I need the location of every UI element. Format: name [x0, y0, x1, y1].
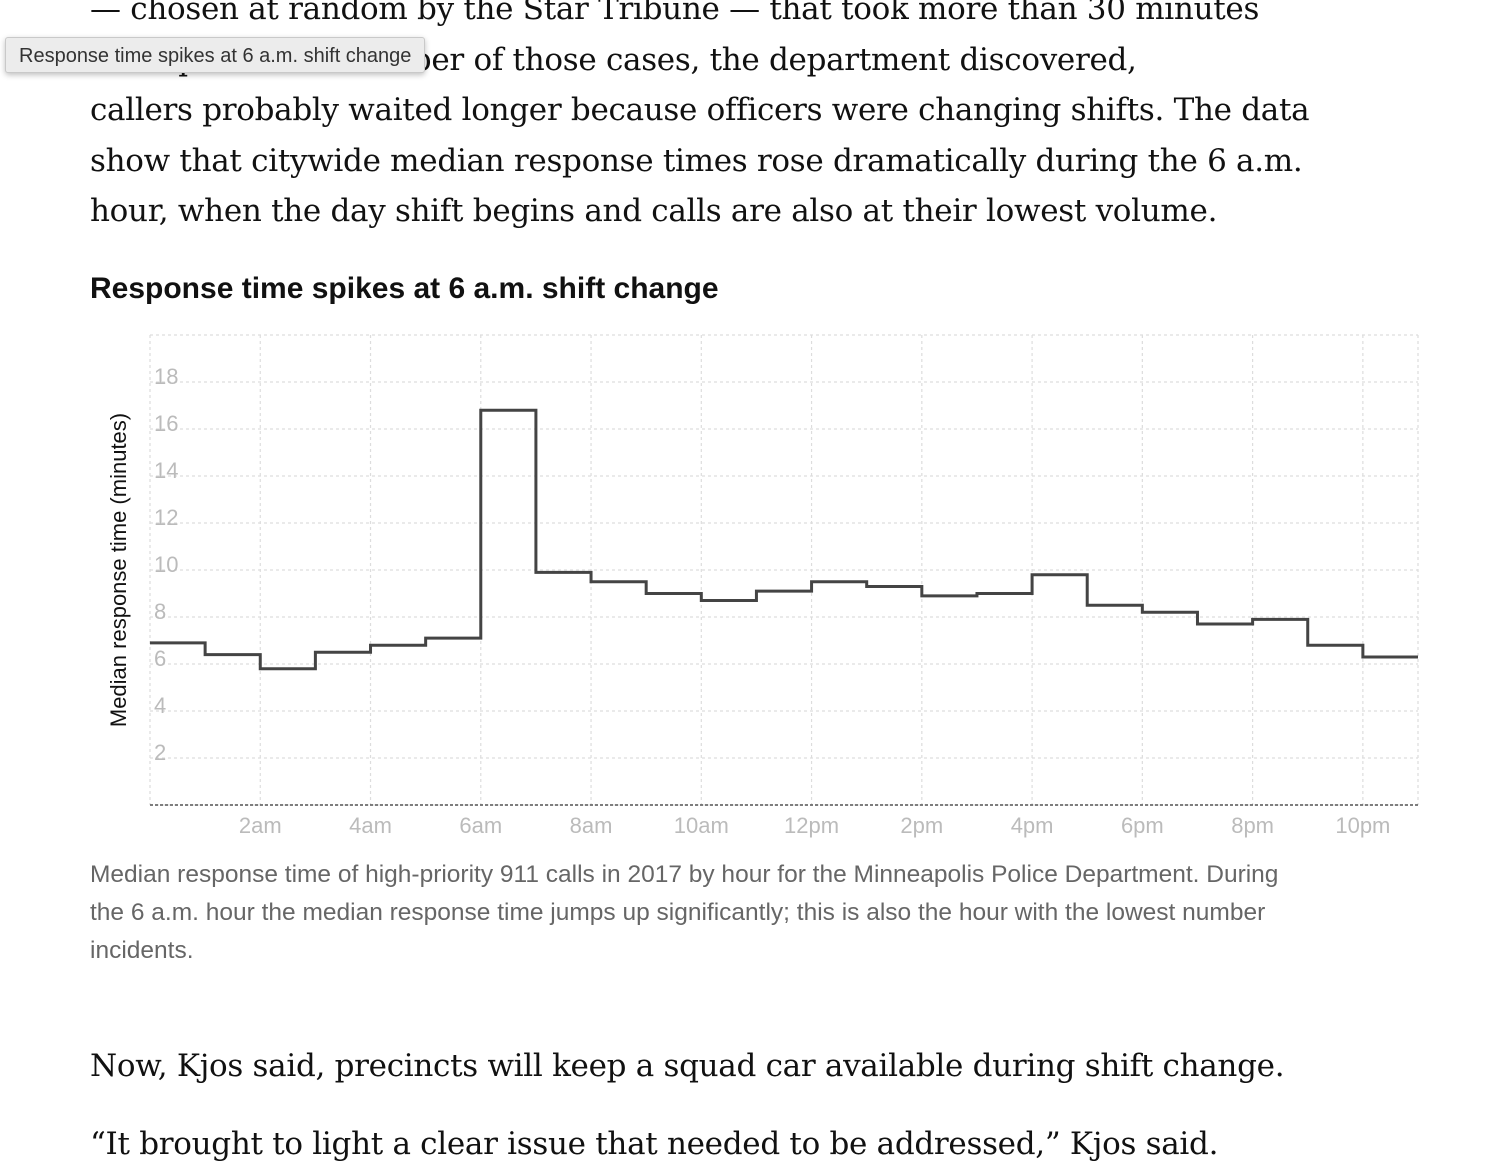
chart-title: Response time spikes at 6 a.m. shift cha…	[90, 272, 719, 305]
article-paragraph-quote: “It brought to light a clear issue that …	[90, 1126, 1219, 1162]
article-paragraph-intro: — chosen at random by the Star Tribune —…	[90, 0, 1420, 237]
x-tick-label: 2am	[239, 813, 282, 838]
caption-line: incidents.	[90, 937, 194, 964]
paragraph-line: — chosen at random by the Star Tribune —…	[90, 0, 1260, 27]
y-tick-label: 12	[154, 505, 178, 530]
median-response-step-line	[150, 408, 1418, 671]
x-tick-label: 4pm	[1011, 813, 1054, 838]
chart-caption: Median response time of high-priority 91…	[90, 856, 1460, 970]
paragraph-line: show that citywide median response times…	[90, 142, 1303, 179]
x-tick-label: 12pm	[784, 813, 839, 838]
caption-line: the 6 a.m. hour the median response time…	[90, 899, 1266, 926]
x-tick-label: 6pm	[1121, 813, 1164, 838]
y-tick-label: 14	[154, 458, 178, 483]
paragraph-line: callers probably waited longer because o…	[90, 92, 1310, 128]
paragraph-line: hour, when the day shift begins and call…	[90, 193, 1218, 229]
y-tick-label: 10	[154, 552, 178, 577]
y-tick-label: 16	[154, 411, 178, 436]
chart-title-tooltip: Response time spikes at 6 a.m. shift cha…	[5, 37, 426, 73]
x-tick-label: 10pm	[1335, 813, 1390, 838]
caption-line: Median response time of high-priority 91…	[90, 861, 1279, 888]
y-tick-label: 4	[154, 693, 166, 718]
x-tick-label: 8pm	[1231, 813, 1274, 838]
x-tick-label: 6am	[459, 813, 502, 838]
y-tick-label: 6	[154, 646, 166, 671]
x-tick-label: 10am	[674, 813, 729, 838]
y-tick-label: 18	[154, 364, 178, 389]
x-tick-label: 4am	[349, 813, 392, 838]
response-time-chart: 2 4 6 8 10 12 14 16 18 2am 4am 6am 8am 10am 12pm 2pm 4pm…	[106, 334, 1419, 838]
y-tick-label: 2	[154, 740, 166, 765]
y-tick-label: 8	[154, 599, 166, 624]
x-tick-label: 8am	[570, 813, 613, 838]
y-axis-label: Median response time (minutes)	[106, 413, 131, 727]
x-tick-label: 2pm	[900, 813, 943, 838]
article-paragraph-shift-change: Now, Kjos said, precincts will keep a sq…	[90, 1048, 1285, 1084]
